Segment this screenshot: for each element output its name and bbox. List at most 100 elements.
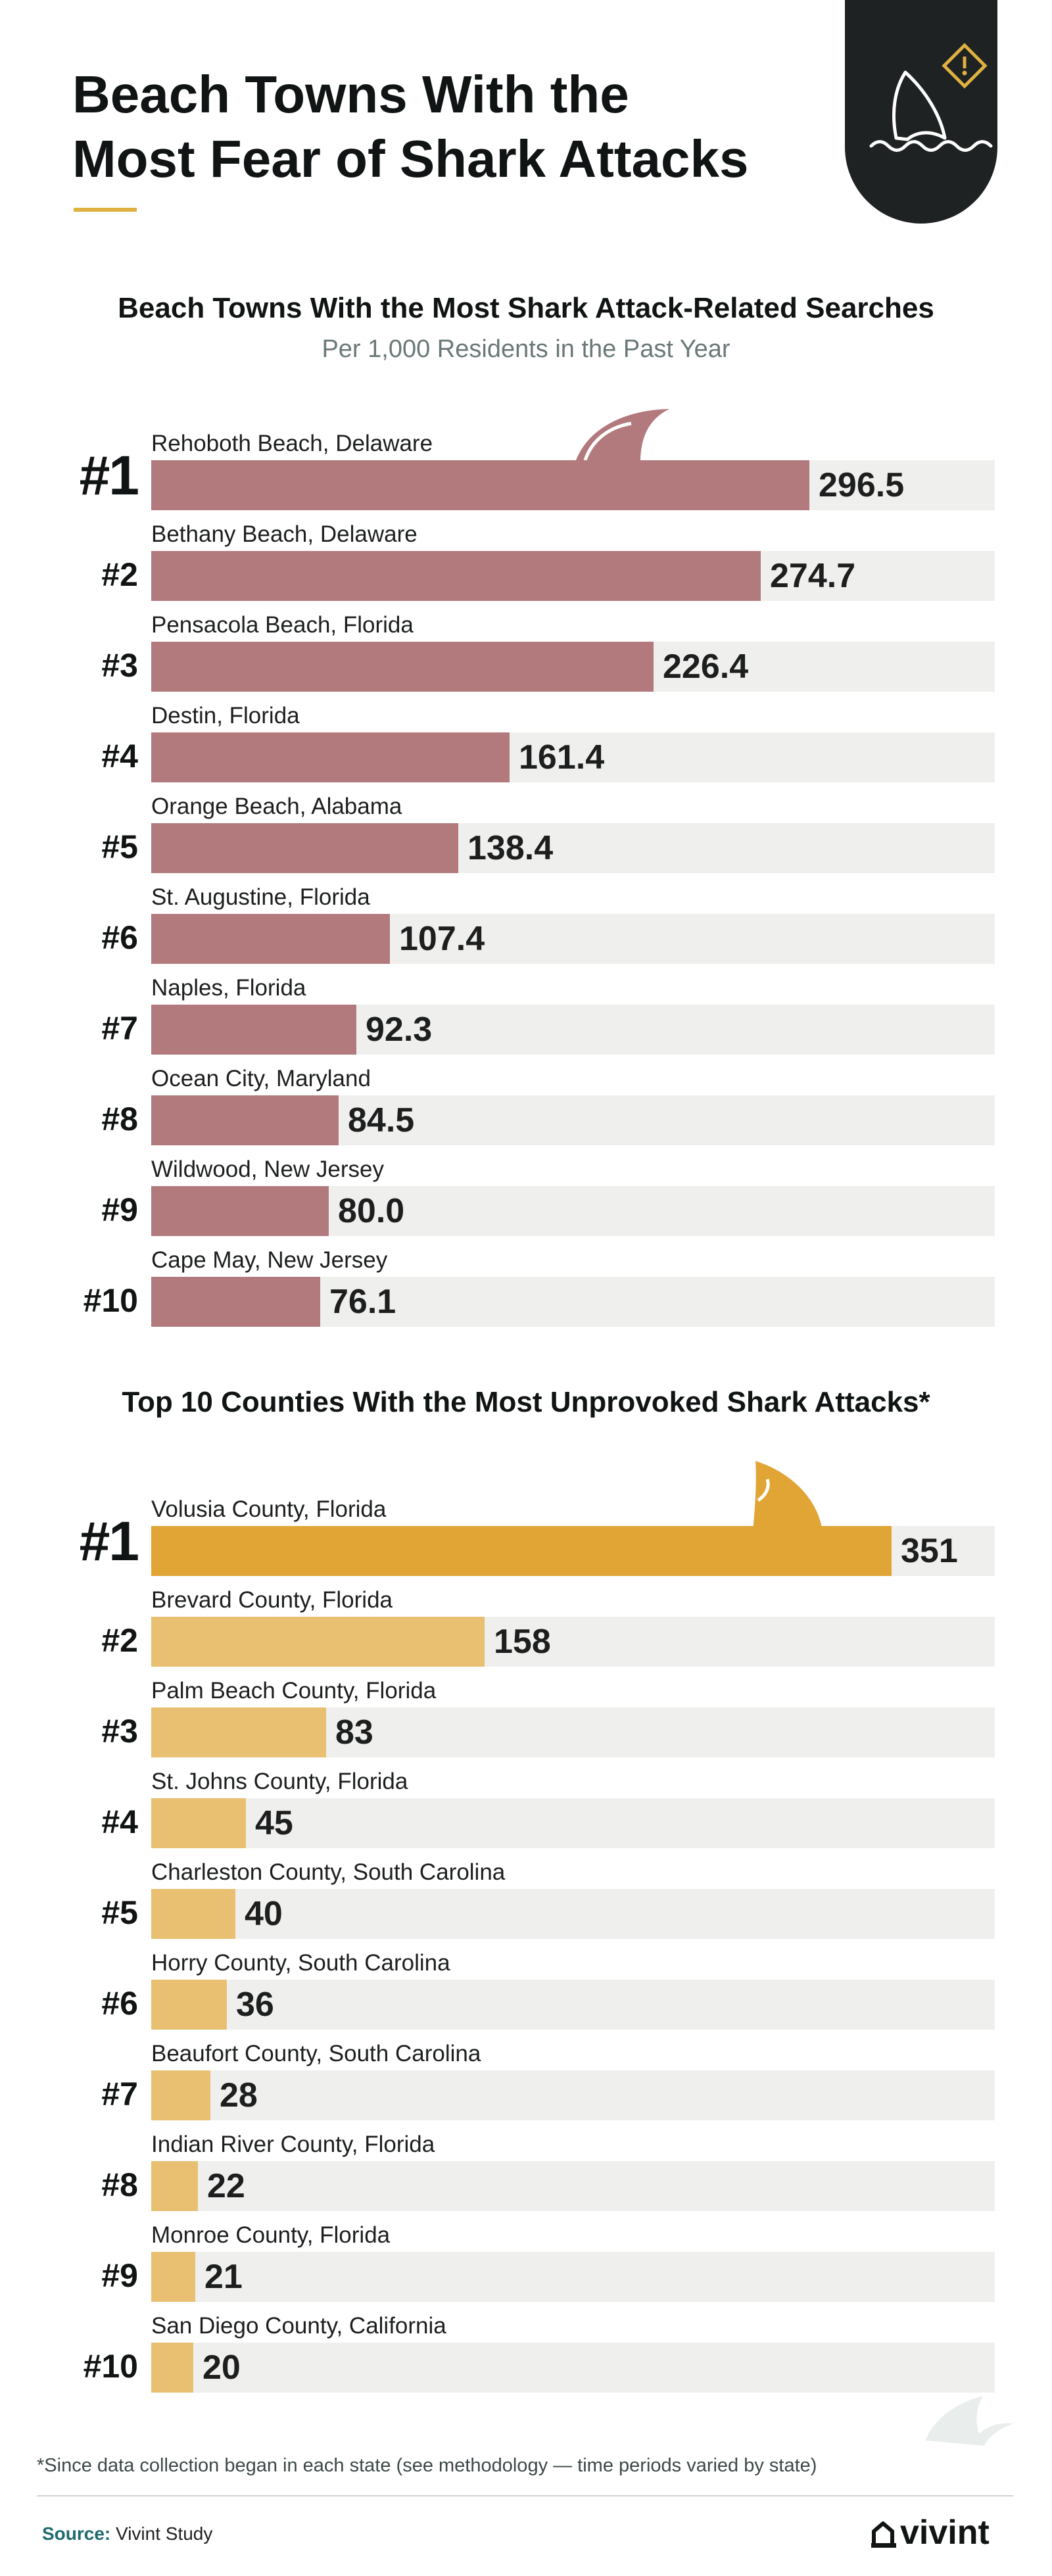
value-label: 20 <box>203 2349 241 2387</box>
chart1-row: #10 Cape May, New Jersey 76.1 <box>0 1247 1052 1338</box>
chart2-row: #6 Horry County, South Carolina 36 <box>0 1950 1052 2041</box>
bar-track <box>151 1617 995 1667</box>
chart1-row: #9 Wildwood, New Jersey 80.0 <box>0 1157 1052 1247</box>
house-icon <box>871 2521 896 2548</box>
value-label: 351 <box>901 1532 958 1570</box>
warning-icon <box>942 43 988 89</box>
category-label: St. Augustine, Florida <box>151 884 370 910</box>
rank-label: #3 <box>101 1713 138 1750</box>
chart1-subtitle: Per 1,000 Residents in the Past Year <box>322 335 730 363</box>
source-label: Source: <box>42 2523 111 2544</box>
logo-text: vivint <box>900 2514 990 2552</box>
bar-track <box>151 823 995 873</box>
category-label: Bethany Beach, Delaware <box>151 521 418 547</box>
category-label: San Diego County, California <box>151 2313 446 2339</box>
bar <box>151 2343 193 2393</box>
decorative-fin-icon <box>925 2396 1013 2446</box>
bar <box>151 551 761 601</box>
rank-label: #2 <box>101 1622 138 1659</box>
chart1-row: #5 Orange Beach, Alabama 138.4 <box>0 794 1052 884</box>
shark-fin-icon <box>869 43 993 152</box>
chart2-row: #9 Monroe County, Florida 21 <box>0 2222 1052 2313</box>
value-label: 76.1 <box>329 1283 396 1321</box>
bar <box>151 823 458 873</box>
chart2-row: #4 St. Johns County, Florida 45 <box>0 1769 1052 1859</box>
rank-label: #7 <box>101 1010 138 1047</box>
bar-track <box>151 551 995 601</box>
chart1-row: #3 Pensacola Beach, Florida 226.4 <box>0 612 1052 703</box>
bar <box>151 1980 227 2030</box>
bar <box>151 2161 198 2211</box>
bar <box>151 1005 356 1055</box>
rank-label: #9 <box>101 2257 138 2294</box>
bar <box>151 1707 326 1757</box>
category-label: Orange Beach, Alabama <box>151 794 402 819</box>
chart2-row: #5 Charleston County, South Carolina 40 <box>0 1859 1052 1950</box>
bar <box>151 1186 329 1236</box>
chart1-row: #1 Rehoboth Beach, Delaware 296.5 <box>0 431 1052 521</box>
bar-track <box>151 1095 995 1145</box>
rank-label: #6 <box>101 919 138 956</box>
chart1-title: Beach Towns With the Most Shark Attack-R… <box>118 292 934 324</box>
bar-track <box>151 1277 995 1327</box>
rank-label: #10 <box>83 1282 138 1319</box>
bar-track <box>151 1707 995 1757</box>
category-label: Palm Beach County, Florida <box>151 1678 437 1704</box>
bar-track <box>151 1980 995 2030</box>
value-label: 138.4 <box>467 829 554 867</box>
bar <box>151 2252 195 2302</box>
bar <box>151 1095 339 1145</box>
category-label: Volusia County, Florida <box>151 1496 387 1522</box>
chart2-shark-fin-icon <box>753 1461 823 1531</box>
bar <box>151 914 390 964</box>
rank-label: #7 <box>101 2076 138 2112</box>
value-label: 274.7 <box>770 557 856 595</box>
value-label: 21 <box>204 2258 243 2296</box>
bar <box>151 642 654 692</box>
bar-track <box>151 642 995 692</box>
rank-label: #1 <box>79 444 139 506</box>
bar-track <box>151 2343 995 2393</box>
rank-label: #3 <box>101 647 138 684</box>
rank-label: #9 <box>101 1191 138 1228</box>
chart1-shark-fin-icon <box>576 409 669 460</box>
value-label: 107.4 <box>399 920 485 958</box>
title-line-1: Beach Towns With the <box>72 65 629 124</box>
value-label: 80.0 <box>338 1192 405 1230</box>
value-label: 161.4 <box>519 738 605 776</box>
category-label: Brevard County, Florida <box>151 1587 393 1613</box>
rank-label: #4 <box>101 738 138 775</box>
footnote: *Since data collection began in each sta… <box>37 2455 817 2476</box>
category-label: Charleston County, South Carolina <box>151 1859 506 1885</box>
chart1-row: #2 Bethany Beach, Delaware 274.7 <box>0 521 1052 612</box>
bar-track <box>151 460 995 510</box>
category-label: Ocean City, Maryland <box>151 1066 371 1091</box>
rank-label: #8 <box>101 2166 138 2203</box>
category-label: Rehoboth Beach, Delaware <box>151 431 433 456</box>
rank-label: #5 <box>101 1894 138 1931</box>
bar <box>151 732 510 782</box>
page-title: Beach Towns With the Most Fear of Shark … <box>72 62 796 191</box>
bar <box>151 1889 235 1939</box>
value-label: 296.5 <box>819 466 905 504</box>
rank-label: #1 <box>79 1510 139 1572</box>
chart1-row: #4 Destin, Florida 161.4 <box>0 703 1052 794</box>
chart2-row: #8 Indian River County, Florida 22 <box>0 2132 1052 2222</box>
chart2-row: #1 Volusia County, Florida 351 <box>0 1496 1052 1587</box>
value-label: 22 <box>207 2167 245 2205</box>
chart1-row: #7 Naples, Florida 92.3 <box>0 975 1052 1066</box>
vivint-logo: vivint <box>870 2513 1008 2552</box>
value-label: 45 <box>255 1804 293 1842</box>
bar-track <box>151 1526 995 1576</box>
category-label: Horry County, South Carolina <box>151 1950 450 1976</box>
bar-track <box>151 1889 995 1939</box>
source-text: Vivint Study <box>116 2523 213 2544</box>
bar-track <box>151 1798 995 1848</box>
rank-label: #8 <box>101 1101 138 1137</box>
value-label: 83 <box>335 1713 373 1752</box>
source-line: Source: Vivint Study <box>42 2523 212 2544</box>
rank-label: #5 <box>101 828 138 865</box>
value-label: 40 <box>245 1895 283 1933</box>
category-label: Naples, Florida <box>151 975 306 1001</box>
bar-track <box>151 2070 995 2120</box>
